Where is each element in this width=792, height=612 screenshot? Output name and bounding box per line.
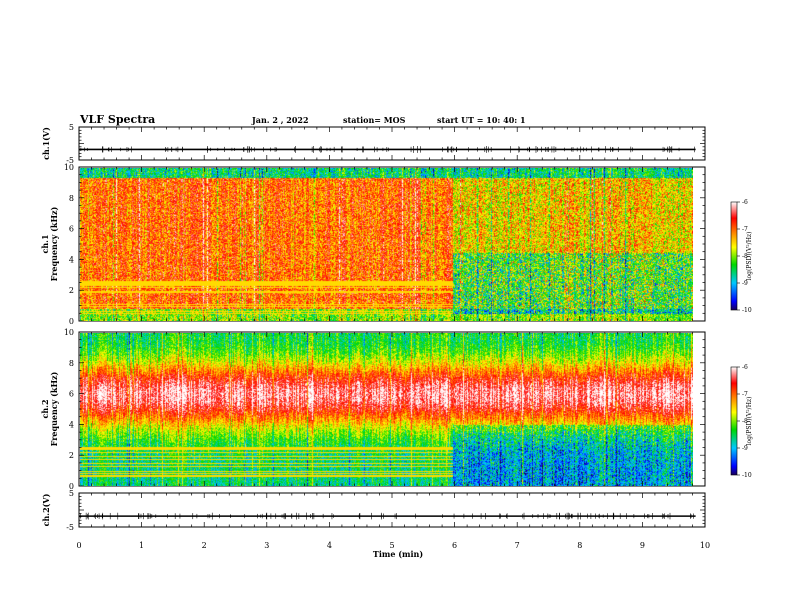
- spectrogram-ch2-ylabel: Frequency (kHz): [49, 371, 59, 446]
- y-tick-label: 0: [69, 317, 74, 326]
- y-tick-label: 10: [64, 163, 74, 172]
- colorbar-ch2: -6 -7 -8 -9 -10 log(PSD)(V²/Hz): [730, 364, 753, 479]
- colorbar-tick-label: -6: [742, 199, 748, 206]
- colorbar-ch1: -6 -7 -8 -9 -10 log(PSD)(V²/Hz): [730, 199, 753, 314]
- colorbar-tick-label: -8: [742, 418, 748, 425]
- y-tick-label: -5: [66, 523, 74, 532]
- colorbar-ch1-gradient: [730, 201, 738, 311]
- figure-title: VLF Spectra: [79, 113, 155, 126]
- colorbar-tick-label: -8: [742, 253, 748, 260]
- station-label: station= MOS: [343, 115, 406, 125]
- colorbar-ch2-gradient: [730, 366, 738, 476]
- colorbar-tick-label: -7: [742, 226, 748, 233]
- waveform-ch1-ylabel: ch.1(V): [41, 127, 51, 160]
- spectrogram-ch1-ylabel: Frequency (kHz): [49, 206, 59, 281]
- y-tick-label: 6: [69, 390, 74, 399]
- colorbar-tick-label: -9: [742, 445, 748, 452]
- colorbar-tick-label: -10: [742, 472, 752, 479]
- y-tick-label: 6: [69, 225, 74, 234]
- waveform-ch2-ylabel: ch.2(V): [41, 493, 51, 526]
- colorbar-tick-label: -9: [742, 280, 748, 287]
- y-tick-label: 2: [69, 286, 74, 295]
- colorbar-tick-label: -10: [742, 307, 752, 314]
- spectrogram-ch1-image: [80, 168, 693, 321]
- y-tick-label: 8: [69, 194, 74, 203]
- y-tick-label: 0: [69, 482, 74, 491]
- x-tick-label: 0: [76, 541, 81, 550]
- y-tick-label: 4: [69, 255, 74, 264]
- x-tick-label: 7: [515, 541, 520, 550]
- y-tick-label: 2: [69, 451, 74, 460]
- date-label: Jan. 2 , 2022: [251, 115, 309, 125]
- waveform-ch2-frame: [78, 492, 706, 528]
- x-tick-label: 2: [202, 541, 207, 550]
- x-tick-label: 3: [264, 541, 269, 550]
- y-tick-label: 5: [69, 489, 74, 498]
- y-tick-label: 8: [69, 359, 74, 368]
- x-tick-label: 5: [389, 541, 394, 550]
- x-axis-label: Time (min): [373, 549, 423, 559]
- x-tick-label: 1: [139, 541, 144, 550]
- y-tick-label: 4: [69, 420, 74, 429]
- x-tick-label: 4: [327, 541, 332, 550]
- colorbar-ch1-label: log(PSD)(V²/Hz): [746, 232, 753, 281]
- spectrogram-ch2-channel-label: ch.2: [40, 399, 50, 418]
- y-tick-label: 5: [69, 123, 74, 132]
- colorbar-tick-label: -7: [742, 391, 748, 398]
- spectrogram-ch2-image: [80, 333, 693, 486]
- spectrogram-ch1-channel-label: ch.1: [40, 234, 50, 253]
- start-time-label: start UT = 10: 40: 1: [437, 115, 526, 125]
- x-tick-label: 8: [577, 541, 582, 550]
- y-tick-label: 10: [64, 328, 74, 337]
- x-tick-label: 10: [700, 541, 710, 550]
- y-tick-label: -5: [66, 156, 74, 165]
- colorbar-ch2-label: log(PSD)(V²/Hz): [746, 397, 753, 446]
- colorbar-tick-label: -6: [742, 364, 748, 371]
- x-tick-label: 9: [640, 541, 645, 550]
- x-tick-label: 6: [452, 541, 457, 550]
